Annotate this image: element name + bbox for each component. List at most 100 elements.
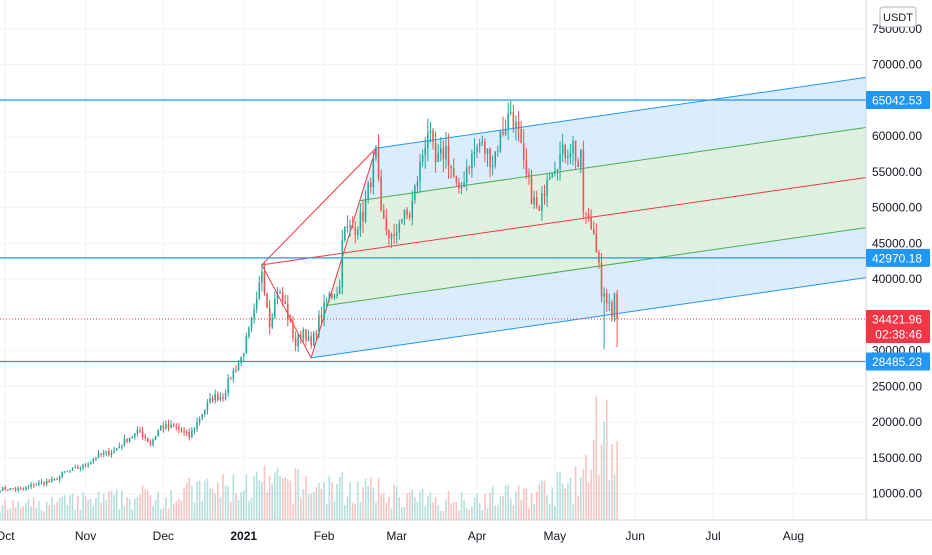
candle-body-down[interactable] (455, 176, 458, 183)
candle-body-up[interactable] (250, 318, 253, 329)
candle-body-up[interactable] (209, 397, 211, 403)
candle-body-up[interactable] (302, 329, 305, 339)
candle-body-down[interactable] (305, 329, 307, 341)
candle-body-down[interactable] (331, 293, 333, 298)
current-price-tag[interactable] (866, 310, 930, 344)
candle-body-up[interactable] (191, 430, 193, 438)
candle-body-down[interactable] (592, 229, 595, 235)
candle-body-down[interactable] (77, 467, 79, 469)
candle-body-down[interactable] (263, 271, 266, 294)
candle-body-down[interactable] (587, 213, 590, 218)
level-price-tag[interactable] (866, 91, 930, 109)
candle-body-up[interactable] (157, 430, 159, 437)
candle-body-up[interactable] (27, 486, 30, 488)
candle-body-up[interactable] (341, 240, 344, 287)
pitchfork-inner-lower-line[interactable] (327, 227, 867, 306)
candle-body-up[interactable] (131, 436, 134, 439)
candle-body-up[interactable] (201, 414, 204, 419)
candle-body-up[interactable] (95, 457, 97, 459)
candle-body-down[interactable] (468, 167, 471, 169)
candle-body-up[interactable] (102, 452, 105, 455)
candle-body-up[interactable] (40, 482, 43, 484)
candle-body-down[interactable] (172, 424, 175, 427)
candle-body-up[interactable] (255, 298, 258, 309)
candle-body-up[interactable] (349, 225, 351, 227)
candle-body-up[interactable] (481, 141, 484, 144)
candle-body-up[interactable] (58, 476, 61, 480)
candle-body-down[interactable] (535, 197, 538, 207)
candle-body-up[interactable] (271, 317, 274, 328)
candle-body-down[interactable] (600, 262, 603, 297)
candle-body-up[interactable] (258, 282, 261, 299)
candle-body-up[interactable] (504, 129, 507, 135)
candle-body-down[interactable] (484, 141, 486, 154)
candle-body-down[interactable] (289, 319, 292, 322)
candle-body-up[interactable] (499, 131, 502, 151)
candle-body-down[interactable] (175, 426, 178, 428)
candle-body-up[interactable] (307, 336, 310, 341)
candle-body-down[interactable] (611, 302, 613, 317)
candle-body-down[interactable] (56, 478, 58, 480)
candle-body-down[interactable] (294, 338, 297, 347)
candle-body-down[interactable] (185, 431, 188, 433)
candle-body-down[interactable] (538, 206, 541, 211)
candle-body-down[interactable] (126, 438, 128, 442)
candle-body-up[interactable] (87, 464, 89, 466)
candle-body-down[interactable] (525, 159, 528, 174)
candle-body-up[interactable] (357, 229, 359, 235)
candle-body-up[interactable] (196, 421, 198, 429)
level-price-tag[interactable] (866, 352, 930, 371)
candle-body-down[interactable] (139, 430, 141, 432)
candle-body-up[interactable] (556, 169, 559, 172)
candle-body-down[interactable] (178, 426, 180, 430)
candle-body-up[interactable] (312, 333, 315, 346)
candle-body-up[interactable] (463, 182, 465, 187)
candle-body-down[interactable] (292, 321, 294, 339)
candle-body-up[interactable] (338, 286, 341, 294)
candle-body-up[interactable] (572, 140, 574, 154)
candle-body-down[interactable] (605, 293, 608, 304)
candle-body-down[interactable] (14, 488, 17, 490)
candle-body-down[interactable] (522, 143, 525, 160)
candle-body-up[interactable] (128, 438, 131, 442)
candle-body-up[interactable] (437, 153, 439, 163)
candle-body-up[interactable] (445, 145, 447, 160)
candle-body-up[interactable] (136, 430, 139, 434)
candle-body-down[interactable] (229, 377, 232, 379)
candle-body-down[interactable] (217, 394, 219, 401)
candle-body-up[interactable] (74, 467, 76, 469)
candle-body-up[interactable] (237, 362, 240, 371)
candle-body-up[interactable] (359, 211, 362, 230)
candle-body-up[interactable] (346, 226, 349, 228)
candle-body-up[interactable] (440, 148, 442, 154)
pitchfork-lower-line[interactable] (311, 277, 867, 359)
candle-body-down[interactable] (582, 149, 585, 213)
candle-body-down[interactable] (577, 160, 579, 167)
candle-body-up[interactable] (198, 418, 201, 422)
candle-body-down[interactable] (268, 307, 271, 328)
candle-body-up[interactable] (214, 394, 216, 401)
candle-body-down[interactable] (458, 182, 460, 189)
candle-body-up[interactable] (219, 396, 222, 401)
candle-body-down[interactable] (7, 489, 9, 491)
candle-body-up[interactable] (390, 234, 393, 239)
candle-body-down[interactable] (235, 369, 237, 371)
candle-body-down[interactable] (520, 129, 522, 144)
candle-body-down[interactable] (528, 173, 530, 178)
candle-body-down[interactable] (4, 487, 6, 490)
candle-body-up[interactable] (224, 392, 227, 399)
candle-body-up[interactable] (427, 133, 429, 148)
pitchfork-inner-upper-line[interactable] (359, 126, 867, 202)
candle-body-down[interactable] (320, 314, 323, 318)
candle-body-up[interactable] (242, 353, 245, 357)
candle-body-up[interactable] (227, 377, 229, 393)
candle-body-up[interactable] (507, 113, 509, 130)
candle-body-up[interactable] (118, 446, 121, 449)
candle-body-down[interactable] (512, 111, 515, 129)
candle-body-down[interactable] (564, 144, 567, 158)
candle-body-up[interactable] (92, 458, 95, 462)
candle-body-down[interactable] (287, 303, 289, 320)
candle-body-up[interactable] (395, 231, 398, 236)
